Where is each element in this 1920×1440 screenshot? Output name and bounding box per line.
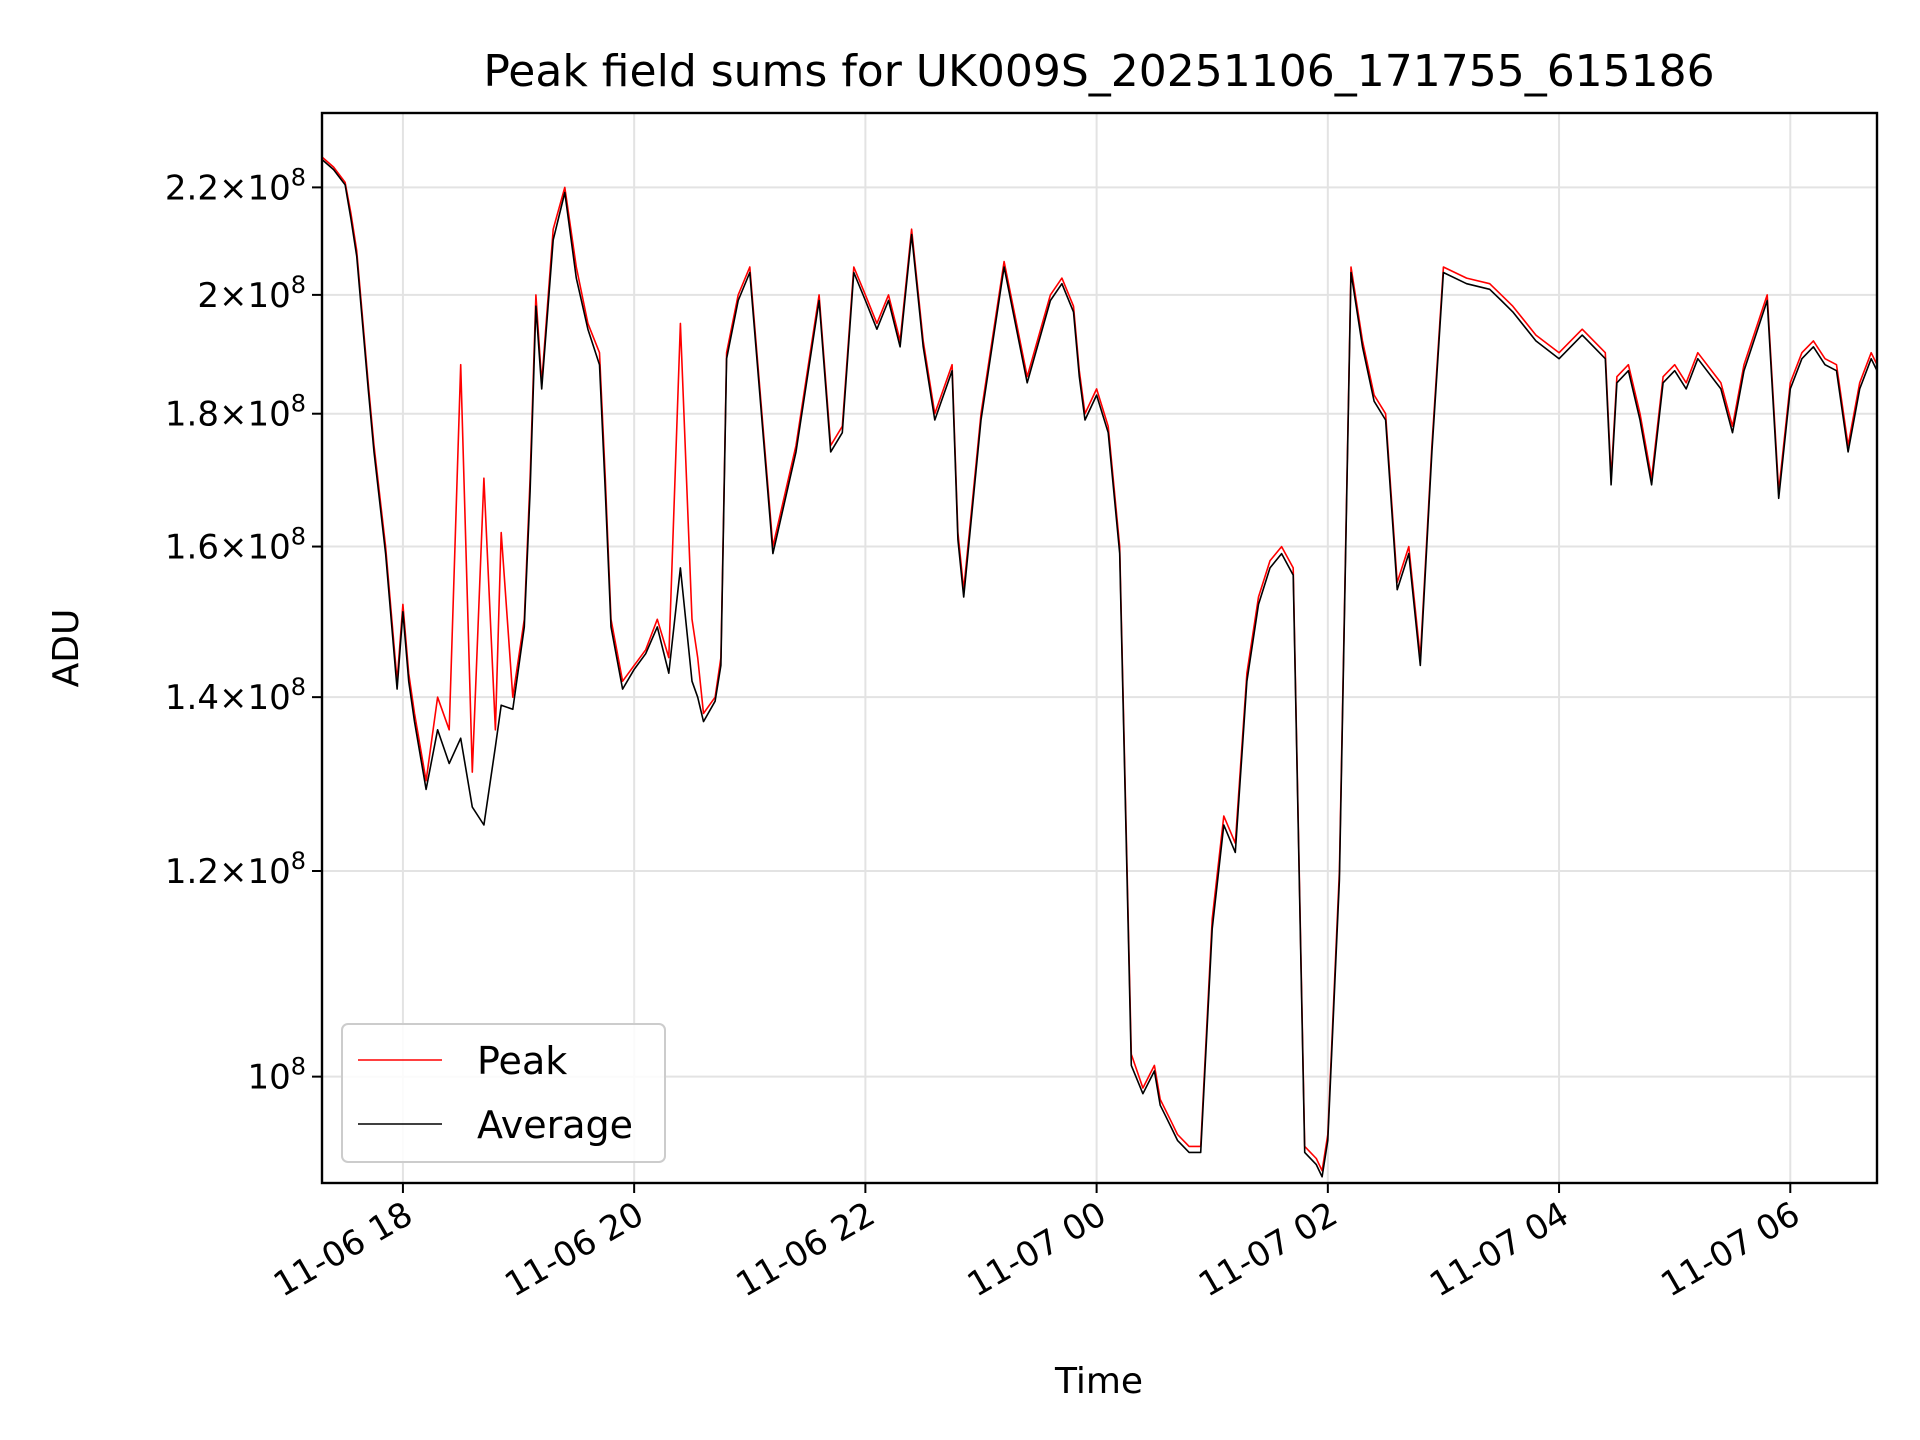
y-tick-exponent: 8 [291,847,306,875]
y-tick-label: 2×108 [197,271,306,316]
legend-label-peak: Peak [477,1039,567,1083]
y-tick-exponent: 8 [291,390,306,418]
x-axis-label: Time [1054,1361,1143,1402]
y-tick-label: 1.2×108 [165,847,306,892]
y-tick-exponent: 8 [291,523,306,551]
y-tick-mantissa: 2 [197,276,219,316]
y-tick-mantissa: 1.8 [165,395,219,435]
y-axis-label: ADU [46,609,87,688]
y-tick-exponent: 8 [291,163,306,191]
y-tick-mantissa: 2.2 [165,168,219,208]
y-tick-label: 1.8×108 [165,390,306,435]
y-tick-mantissa: 1.2 [165,852,219,892]
y-axis-ticks: 108 1.2×108 1.4×108 1.6×108 1.8×108 2×108 2.2×… [165,163,322,1098]
y-tick-label: 2.2×108 [165,163,306,208]
plot-frame [320,111,1879,1185]
chart-title: Peak field sums for UK009S_20251106_1717… [483,46,1714,97]
y-tick-exponent: 8 [291,1053,306,1081]
plot-series [321,156,1878,1178]
y-tick-exponent: 8 [291,271,306,299]
legend-label-average: Average [477,1103,633,1147]
y-tick-mantissa: 1.6 [165,528,219,568]
y-tick-mantissa: 1.4 [165,678,219,718]
y-tick-exponent: 8 [291,673,306,701]
y-tick-label: 108 [247,1053,306,1098]
series-line-average [321,158,1878,1178]
grid [322,113,1877,1183]
y-tick-label: 1.4×108 [165,673,306,718]
legend: Peak Average [341,1023,666,1163]
y-tick-label: 1.6×108 [165,523,306,568]
legend-box [341,1023,666,1163]
